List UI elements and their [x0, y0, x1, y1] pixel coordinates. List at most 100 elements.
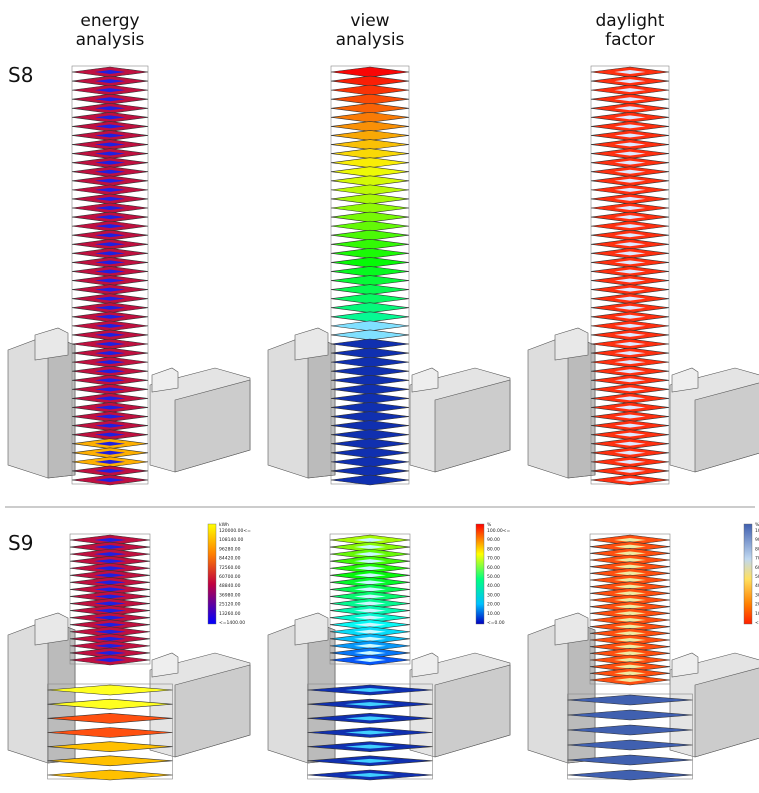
floor-core — [94, 594, 126, 599]
floor-slab — [330, 465, 410, 477]
floor-core — [94, 169, 126, 174]
floor-core — [614, 187, 646, 192]
floor-core — [614, 478, 646, 482]
floor-core — [354, 587, 386, 592]
floor-core — [94, 351, 126, 356]
context-building — [554, 327, 589, 361]
floor-core — [614, 305, 646, 310]
floor-core — [94, 629, 126, 634]
floor-core — [614, 269, 646, 274]
floor-core — [614, 224, 646, 229]
floor-slab — [330, 384, 410, 395]
floor-slab — [330, 112, 410, 123]
floor-core — [354, 580, 386, 585]
legend-unit: % — [487, 522, 492, 528]
context-building — [34, 327, 69, 361]
floor-core — [354, 566, 386, 571]
floor-core — [94, 323, 126, 328]
floor-slab — [330, 429, 410, 440]
floor-slab — [330, 257, 410, 268]
floor-core — [94, 396, 126, 401]
floor-core — [614, 618, 646, 622]
floor-core — [614, 278, 646, 283]
floor-core — [354, 601, 386, 606]
floor-core — [94, 414, 126, 419]
legend-label: 80.00 — [755, 546, 759, 552]
floor-core — [354, 552, 386, 557]
floor-core — [94, 115, 126, 120]
context-building — [294, 327, 329, 361]
floor-core — [94, 314, 126, 319]
floor-slab — [330, 474, 410, 486]
floor-core — [614, 287, 646, 292]
floor-slab — [567, 694, 693, 706]
floor-core — [614, 124, 646, 129]
floor-core — [94, 432, 126, 437]
floor-slab — [330, 438, 410, 450]
floor-core — [94, 378, 126, 383]
floor-slab — [47, 741, 173, 752]
column-header: energy — [80, 11, 139, 31]
floor-core — [614, 631, 646, 636]
floor-core — [354, 615, 386, 620]
context-building — [174, 379, 251, 473]
context-building — [434, 664, 511, 758]
floor-core — [614, 169, 646, 174]
floor-slab — [330, 93, 410, 105]
floor-core — [614, 88, 646, 93]
floor-core — [614, 351, 646, 356]
floor-core — [614, 314, 646, 319]
floor-core — [614, 260, 646, 265]
legend-label: 50.00 — [487, 574, 500, 580]
floor-core — [345, 688, 395, 692]
floor-core — [94, 142, 126, 147]
floor-core — [94, 601, 126, 606]
floor-slab — [567, 724, 693, 736]
floor-core — [614, 360, 646, 365]
floor-slab — [330, 148, 410, 159]
row-label: S8 — [8, 63, 33, 87]
floor-core — [94, 566, 126, 571]
floor-slab — [330, 293, 410, 304]
floor-core — [94, 251, 126, 256]
legend-label: <=1400.00 — [219, 620, 245, 626]
context-building — [434, 379, 511, 473]
floor-core — [94, 636, 126, 641]
legend-label: 10.00 — [487, 611, 500, 617]
labels: energyanalysisviewanalysisdaylightfactor… — [8, 11, 759, 626]
floor-core — [345, 730, 395, 735]
floor-slab — [330, 184, 410, 196]
column-header: analysis — [336, 30, 405, 50]
legend-bar — [475, 523, 485, 625]
legend-label: <=0.00 — [755, 620, 759, 626]
legend-unit: % — [755, 522, 759, 528]
floor-core — [345, 744, 395, 749]
floor-core — [614, 423, 646, 428]
floor-core — [614, 450, 646, 455]
floor-slab — [330, 402, 410, 413]
floor-slab — [330, 229, 410, 241]
floor-core — [614, 664, 646, 669]
floor-core — [614, 196, 646, 201]
floor-core — [614, 624, 646, 629]
floor-core — [94, 124, 126, 129]
floor-core — [94, 187, 126, 192]
floor-core — [94, 196, 126, 201]
floor-core — [94, 206, 126, 210]
floor-core — [94, 608, 126, 613]
floor-slab — [330, 320, 410, 332]
floor-core — [614, 342, 646, 346]
floor-core — [614, 591, 646, 596]
context-building — [554, 612, 589, 646]
floor-core — [354, 573, 386, 578]
floor-core — [614, 571, 646, 576]
legend-label: 70.00 — [755, 556, 759, 562]
floor-slab — [330, 284, 410, 295]
floor-slab — [330, 329, 410, 341]
floor-core — [614, 206, 646, 210]
floor-core — [354, 538, 386, 542]
floor-core — [354, 608, 386, 613]
floor-slab — [330, 302, 410, 314]
legend-label: 30.00 — [755, 592, 759, 598]
